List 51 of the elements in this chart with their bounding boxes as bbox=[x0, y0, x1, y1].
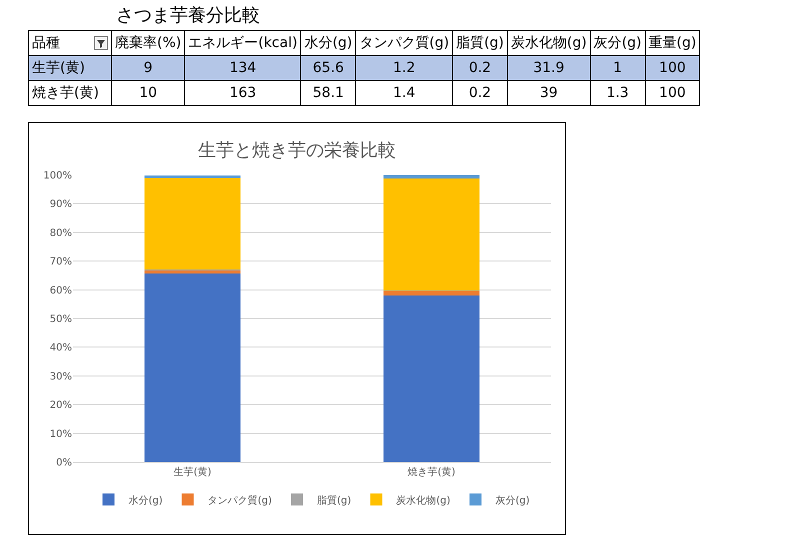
legend-label: 炭水化物(g) bbox=[396, 494, 450, 506]
data-label: 65.6 bbox=[300, 56, 356, 80]
legend-label: タンパク質(g) bbox=[208, 494, 272, 506]
data-label: 58.1 bbox=[300, 80, 356, 106]
data-label: 31.9 bbox=[507, 56, 590, 80]
data-label: 10 bbox=[112, 80, 185, 106]
y-tick-label: 10% bbox=[50, 428, 72, 440]
x-tick-label: エネルギー(kcal) bbox=[188, 34, 298, 52]
data-label: 1.4 bbox=[356, 80, 453, 106]
y-axis-title: 品種 bbox=[28, 30, 112, 56]
x-tick-label: 水分(g) bbox=[304, 34, 352, 52]
y-tick-label: 20% bbox=[50, 400, 72, 412]
y-tick-label: 100% bbox=[43, 170, 72, 182]
y-tick-label: 90% bbox=[50, 199, 72, 210]
data-label: 0.2 bbox=[452, 80, 508, 106]
bar bbox=[384, 175, 480, 179]
data-label: 163 bbox=[184, 80, 301, 106]
y-tick-label: 60% bbox=[50, 285, 72, 296]
data-label: 134 bbox=[184, 56, 301, 80]
y-tick-label: 50% bbox=[50, 314, 72, 325]
legend-label: 水分(g) bbox=[128, 494, 163, 506]
data-label: 9 bbox=[112, 56, 185, 80]
data-label: 100 bbox=[645, 56, 700, 80]
x-tick-label: 廃棄率(%) bbox=[115, 34, 182, 52]
data-label: 39 bbox=[507, 80, 590, 106]
x-tick-label: タンパク質(g) bbox=[359, 34, 450, 52]
y-tick-label: 80% bbox=[50, 228, 72, 239]
chart-title: さつま芋養分比較 bbox=[115, 4, 261, 28]
y-tick-label: 焼き芋(黄) bbox=[28, 80, 112, 106]
x-tick-label: 脂質(g) bbox=[456, 34, 504, 52]
x-tick-label: 重量(g) bbox=[648, 34, 696, 52]
bar bbox=[384, 291, 480, 296]
y-tick-label: 70% bbox=[50, 256, 72, 268]
data-label: 1.2 bbox=[356, 56, 453, 80]
bar bbox=[144, 178, 240, 270]
x-tick-label: 炭水化物(g) bbox=[510, 34, 587, 52]
y-tick-label: 生芋(黄) bbox=[28, 56, 112, 80]
bar bbox=[384, 178, 480, 291]
data-label: 100 bbox=[645, 80, 700, 106]
data-label: 1.3 bbox=[590, 80, 645, 106]
legend-label: 脂質(g) bbox=[317, 494, 352, 506]
x-tick-label: 灰分(g) bbox=[594, 34, 642, 52]
data-label: 1 bbox=[590, 56, 645, 80]
y-tick-label: 0% bbox=[56, 458, 72, 468]
y-tick-label: 30% bbox=[50, 371, 72, 382]
data-label: 0.2 bbox=[452, 56, 508, 80]
chart-title: 生芋と焼き芋の栄養比較 bbox=[198, 140, 396, 162]
bar bbox=[384, 295, 480, 462]
y-tick-label: 40% bbox=[50, 342, 72, 354]
legend-label: 灰分(g) bbox=[495, 494, 530, 506]
bar bbox=[144, 274, 240, 462]
